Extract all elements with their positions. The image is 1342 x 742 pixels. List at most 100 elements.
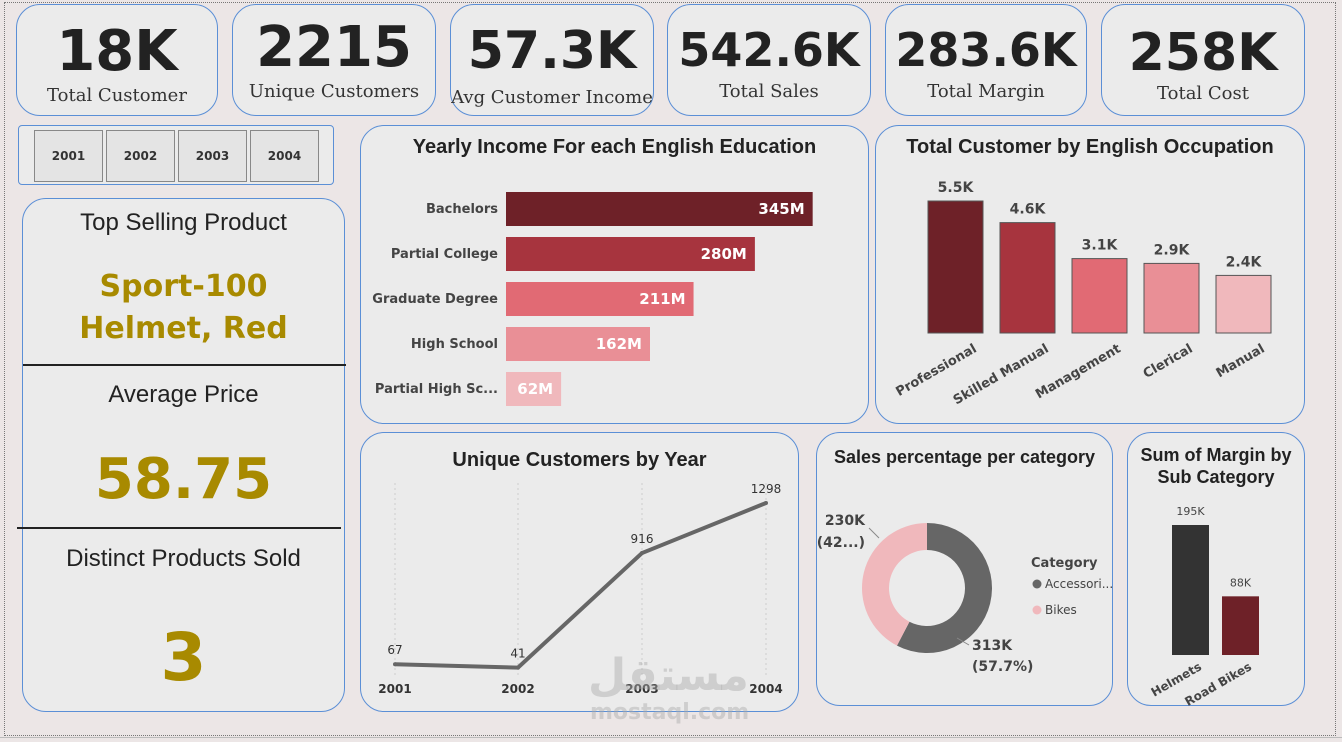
kpi-value: 18K: [56, 19, 178, 84]
category-label: Graduate Degree: [372, 292, 498, 307]
leader-line: [868, 527, 880, 539]
donut-slice: [862, 523, 927, 646]
average-price-title: Average Price: [108, 381, 259, 408]
bar: [1215, 274, 1272, 334]
average-price-value: 58.75: [94, 447, 273, 512]
kpi-label: Unique Customers: [248, 81, 420, 102]
chart-title: Yearly Income For each English Education: [412, 136, 817, 158]
chart-title: Sales percentage per category: [833, 447, 1096, 467]
occupation-chart-card: Total Customer by English Occupation 5.5…: [875, 125, 1305, 424]
unique-customers-chart-card: Unique Customers by Year 67 2001 41 2002 916…: [360, 432, 799, 712]
data-label: 62M: [517, 380, 553, 398]
kpi-card-unique-customers: 2215 Unique Customers: [232, 4, 436, 116]
bar: [1222, 596, 1259, 655]
divider: [23, 364, 346, 366]
distinct-products-value: 3: [160, 619, 207, 696]
slicer-year-2004[interactable]: 2004: [250, 130, 319, 182]
kpi-label: Avg Customer Income: [451, 87, 653, 108]
yearly-income-bar-chart: Bachelors 345M Partial College 280M Graduate…: [372, 192, 813, 406]
distinct-products-title: Distinct Products Sold: [66, 545, 301, 572]
data-label: 345M: [758, 200, 804, 218]
category-label: Clerical: [1141, 341, 1196, 381]
data-label: 4.6K: [1010, 202, 1047, 218]
data-label: 41: [510, 647, 525, 661]
legend-marker: [1032, 605, 1042, 615]
top-product-name-line2: Helmet, Red: [79, 311, 288, 346]
product-summary-card: Top Selling Product Sport-100 Helmet, Re…: [17, 198, 346, 712]
kpi-value: 57.3K: [467, 21, 637, 81]
sales-category-chart-card: Sales percentage per category 313K (57.7%…: [816, 432, 1113, 706]
data-point: [764, 501, 768, 505]
margin-subcategory-chart-card: Sum of Margin by Sub Category 195K Helmet…: [1127, 432, 1305, 707]
bar: [927, 200, 984, 334]
data-label: 195K: [1176, 505, 1205, 518]
donut-slice: [896, 523, 992, 653]
series-line: [394, 501, 767, 670]
category-label: Bachelors: [426, 202, 498, 217]
bottom-border: [0, 737, 1342, 738]
chart-title: Sum of Margin by: [1140, 445, 1292, 465]
data-label: 67: [387, 643, 402, 657]
legend-label: Accessori...: [1045, 577, 1113, 591]
data-point: [516, 665, 520, 670]
x-tick-label: 2002: [501, 682, 534, 696]
data-point: [393, 662, 397, 667]
data-label: 2.4K: [1226, 254, 1263, 270]
kpi-value: 2215: [256, 15, 412, 80]
sales-category-donut-chart: 313K (57.7%) 230K (42...) Category Accessori.…: [817, 513, 1113, 675]
yearly-income-chart-card: Yearly Income For each English Education…: [360, 125, 869, 424]
x-tick-label: 2004: [749, 682, 782, 696]
legend-marker: [1032, 579, 1042, 589]
watermark-text: mostaql.com: [590, 700, 750, 725]
data-label: 2.9K: [1154, 242, 1191, 258]
bar: [1071, 258, 1128, 334]
chart-title: Sub Category: [1157, 467, 1275, 487]
unique-customers-line-chart: 67 2001 41 2002 916 2003 1298 2004: [378, 482, 782, 696]
data-label: (57.7%): [972, 659, 1033, 675]
legend-label: Bikes: [1045, 603, 1077, 617]
data-label: 916: [631, 532, 654, 546]
bar: [506, 327, 650, 361]
kpi-card-total-customer: 18K Total Customer: [16, 4, 218, 116]
divider: [17, 527, 341, 529]
kpi-value: 542.6K: [678, 23, 860, 77]
bar: [999, 222, 1056, 334]
data-label: 313K: [972, 638, 1013, 654]
bar: [1143, 262, 1200, 334]
slicer-year-2001[interactable]: 2001: [34, 130, 103, 182]
data-label: 162M: [596, 335, 642, 353]
data-label: 1298: [751, 482, 782, 496]
watermark-logo: مستقل: [588, 650, 749, 701]
kpi-label: Total Cost: [1157, 83, 1249, 104]
bar: [506, 372, 562, 406]
category-label: Partial College: [391, 247, 498, 262]
bar: [506, 237, 755, 271]
kpi-card-total-sales: 542.6K Total Sales: [667, 4, 871, 116]
data-label: 3.1K: [1082, 238, 1119, 254]
data-label: 211M: [639, 290, 685, 308]
top-product-name-line1: Sport-100: [99, 269, 268, 304]
top-selling-title: Top Selling Product: [80, 209, 287, 236]
bar: [506, 282, 694, 316]
data-label: 5.5K: [938, 180, 975, 196]
kpi-label: Total Customer: [47, 85, 187, 106]
category-label: Partial High Sc...: [375, 382, 498, 397]
dashboard-frame: [4, 2, 1336, 736]
data-point: [640, 551, 644, 556]
data-label: (42...): [817, 535, 865, 551]
x-tick-label: 2001: [378, 682, 411, 696]
legend-title: Category: [1031, 556, 1098, 571]
data-label: 88K: [1230, 576, 1252, 589]
data-label: 230K: [825, 513, 866, 529]
kpi-card-avg-customer-income: 57.3K Avg Customer Income: [450, 4, 654, 116]
slicer-year-2003[interactable]: 2003: [178, 130, 247, 182]
slicer-year-2002[interactable]: 2002: [106, 130, 175, 182]
chart-title: Total Customer by English Occupation: [906, 136, 1274, 158]
year-slicer: 2001 2002 2003 2004: [18, 125, 334, 185]
kpi-card-total-margin: 283.6K Total Margin: [885, 4, 1087, 116]
category-label: Manual: [1214, 341, 1268, 381]
bar: [506, 192, 813, 226]
kpi-value: 258K: [1128, 23, 1278, 83]
